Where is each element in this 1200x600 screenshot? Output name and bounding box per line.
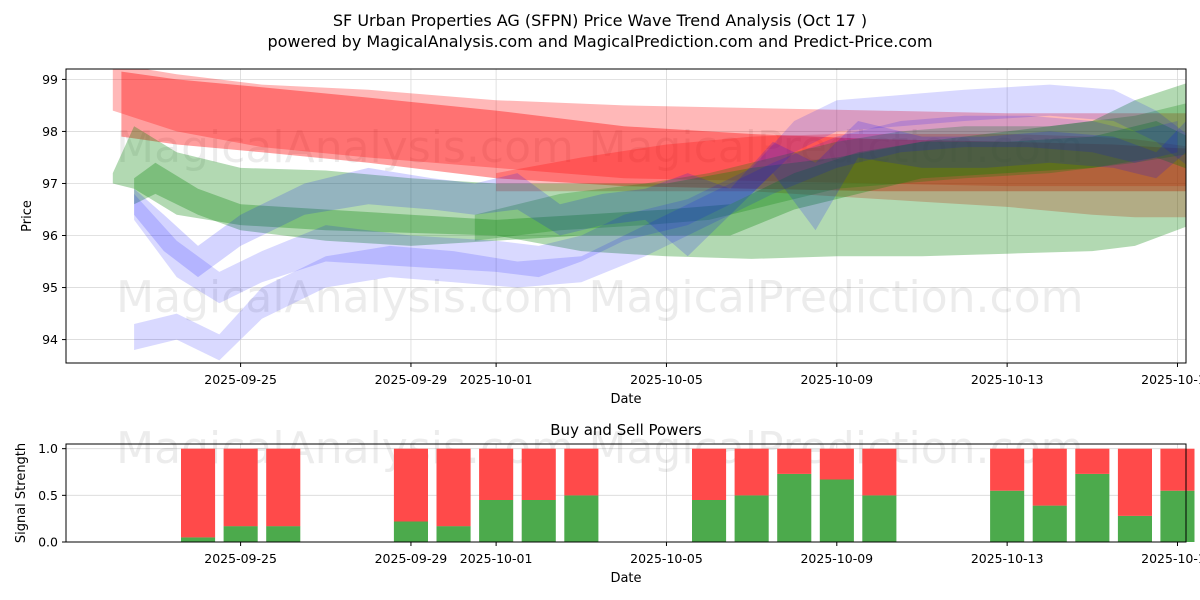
buy-bar xyxy=(521,500,556,542)
signal-plot-frame xyxy=(65,443,1187,543)
x-tick-label: 2025-09-25 xyxy=(204,551,277,566)
sell-bar xyxy=(862,448,897,496)
y-tick-label: 96 xyxy=(42,228,58,243)
x-tick-label: 2025-10-05 xyxy=(630,551,703,566)
signal-x-axis-label: Date xyxy=(610,571,641,586)
buy-bar xyxy=(1117,515,1152,542)
x-tick-label: 2025-10-01 xyxy=(460,372,533,387)
blue-wave-2-band xyxy=(134,115,1178,361)
blue-wave-3-band xyxy=(134,121,1186,278)
sell-bar xyxy=(436,448,471,527)
sell-bar xyxy=(393,448,428,522)
sell-bar xyxy=(692,448,727,500)
signal-watermarks: MagicalAnalysis.com MagicalPrediction.co… xyxy=(116,423,1083,474)
sell-bar xyxy=(734,448,769,496)
x-tick-label: 2025-10-01 xyxy=(460,551,533,566)
watermark-text: MagicalPrediction.com xyxy=(589,272,1084,323)
buy-bar xyxy=(1160,490,1195,542)
sell-bar xyxy=(266,448,301,527)
x-tick-label: 2025-09-29 xyxy=(375,551,448,566)
buy-bar xyxy=(223,526,258,542)
buy-bar xyxy=(436,526,471,542)
y-tick-label: 0.0 xyxy=(38,535,58,550)
watermark-text: MagicalPrediction.com xyxy=(589,122,1084,173)
signal-axis-ticks: 2025-09-25 2025-09-29 2025-10-01 2025-10-05… xyxy=(38,441,1200,566)
buy-bar xyxy=(393,521,428,542)
x-tick-label: 2025-10-17 xyxy=(1141,372,1200,387)
watermark-text: MagicalAnalysis.com xyxy=(116,272,574,323)
sell-bar xyxy=(479,448,514,500)
sell-bar xyxy=(1160,448,1195,491)
price-plot: MagicalAnalysis.com MagicalPrediction.co… xyxy=(20,68,1200,407)
sell-bar xyxy=(1075,448,1110,474)
green-wave-2-band xyxy=(134,121,1186,246)
sell-bar xyxy=(521,448,556,500)
buy-bar xyxy=(862,495,897,542)
sell-bar xyxy=(223,448,258,527)
x-tick-label: 2025-10-05 xyxy=(630,372,703,387)
buy-bar xyxy=(1032,505,1067,542)
red-wave-1-band xyxy=(112,69,1186,187)
x-tick-label: 2025-10-13 xyxy=(971,372,1044,387)
green-wave-1-band xyxy=(112,83,1186,259)
x-tick-label: 2025-10-09 xyxy=(800,372,873,387)
sell-bar xyxy=(990,448,1025,491)
x-tick-label: 2025-10-13 xyxy=(971,551,1044,566)
x-tick-label: 2025-09-29 xyxy=(375,372,448,387)
signal-title: Buy and Sell Powers xyxy=(550,421,702,439)
y-tick-label: 1.0 xyxy=(38,441,58,456)
price-axis-ticks: 2025-09-25 2025-09-29 2025-10-01 2025-10-05… xyxy=(42,72,1200,387)
chart-title: SF Urban Properties AG (SFPN) Price Wave… xyxy=(333,11,867,30)
y-tick-label: 98 xyxy=(42,124,58,139)
buy-bar xyxy=(734,495,769,542)
y-tick-label: 97 xyxy=(42,176,58,191)
sell-bar xyxy=(564,448,599,496)
buy-bar xyxy=(1075,473,1110,542)
buy-bar xyxy=(479,500,514,542)
sell-bar xyxy=(777,448,812,474)
signal-bars xyxy=(181,448,1195,542)
buy-bar xyxy=(990,490,1025,542)
sell-bar xyxy=(1032,448,1067,506)
price-y-axis-label: Price xyxy=(20,200,35,232)
y-tick-label: 99 xyxy=(42,72,58,87)
signal-plot: Buy and Sell Powers MagicalAnalysis.com … xyxy=(14,421,1200,586)
price-wave-bands xyxy=(112,69,1186,361)
sell-bar xyxy=(819,448,854,480)
price-grid xyxy=(66,69,1186,363)
buy-bar xyxy=(181,537,216,542)
buy-bar xyxy=(819,479,854,542)
price-x-axis-label: Date xyxy=(610,392,641,407)
sell-bar xyxy=(1117,448,1152,516)
x-tick-label: 2025-10-17 xyxy=(1141,551,1200,566)
buy-bar xyxy=(692,500,727,542)
price-plot-frame xyxy=(65,68,1187,364)
price-watermarks: MagicalAnalysis.com MagicalPrediction.co… xyxy=(116,122,1083,323)
red-wave-3-band xyxy=(496,134,1186,218)
x-tick-label: 2025-09-25 xyxy=(204,372,277,387)
blue-wave-1-band xyxy=(134,84,1186,304)
red-wave-2-band xyxy=(121,71,1186,192)
green-wave-3-band xyxy=(474,103,1186,241)
buy-bar xyxy=(564,495,599,542)
y-tick-label: 95 xyxy=(42,280,58,295)
y-tick-label: 94 xyxy=(42,332,58,347)
buy-bar xyxy=(777,473,812,542)
chart-subtitle: powered by MagicalAnalysis.com and Magic… xyxy=(267,32,932,51)
signal-y-axis-label: Signal Strength xyxy=(14,443,29,543)
buy-bar xyxy=(266,526,301,542)
watermark-text: MagicalAnalysis.com xyxy=(116,122,574,173)
x-tick-label: 2025-10-09 xyxy=(800,551,873,566)
y-tick-label: 0.5 xyxy=(38,488,58,503)
sell-bar xyxy=(181,448,216,538)
